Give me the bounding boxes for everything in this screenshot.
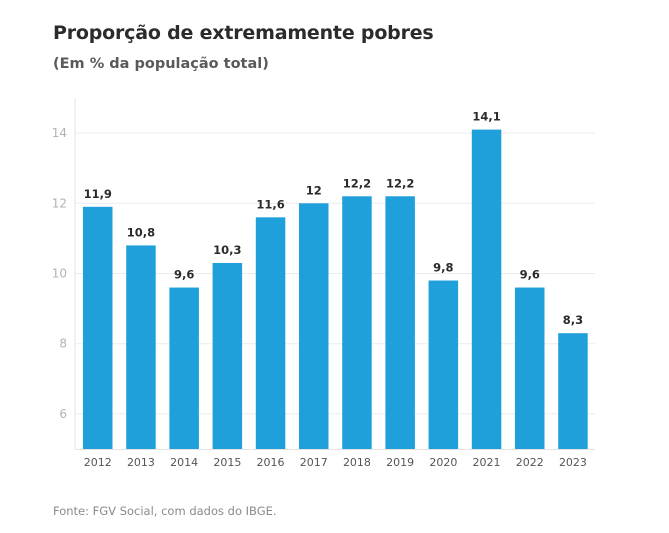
x-tick-label: 2016	[257, 456, 285, 469]
data-label-2018: 12,2	[343, 176, 371, 190]
bar-2022	[515, 287, 545, 449]
y-tick-label: 12	[52, 196, 67, 210]
bars	[83, 129, 588, 449]
data-label-2019: 12,2	[386, 176, 414, 190]
chart-title: Proporção de extremamente pobres	[53, 22, 434, 44]
x-tick-label: 2023	[559, 456, 587, 469]
data-label-2022: 9,6	[520, 268, 540, 282]
axes	[74, 98, 595, 450]
data-label-2021: 14,1	[472, 110, 500, 124]
bar-2018	[342, 196, 372, 449]
x-tick-label: 2017	[300, 456, 328, 469]
bar-2012	[83, 206, 113, 449]
source-note: Fonte: FGV Social, com dados do IBGE.	[53, 504, 277, 518]
chart-subtitle: (Em % da população total)	[53, 56, 269, 72]
bar-2016	[255, 217, 286, 449]
y-axis-ticks: 6 8 10 12 14	[52, 126, 67, 421]
bar-2019	[385, 196, 415, 449]
x-tick-label: 2015	[213, 456, 241, 469]
x-tick-label: 2022	[516, 456, 544, 469]
data-label-2016: 11,6	[256, 197, 284, 211]
x-axis-ticks: 2012 2013 2014 2015 2016 2017 2018 2019 2020 2021…	[84, 456, 587, 469]
x-tick-label: 2012	[84, 456, 112, 469]
bar-2021	[471, 129, 502, 449]
x-tick-label: 2019	[386, 456, 414, 469]
gridlines	[75, 132, 595, 415]
y-tick-label: 6	[59, 407, 67, 421]
data-label-2015: 10,3	[213, 243, 241, 257]
x-tick-label: 2018	[343, 456, 371, 469]
bar-2023	[558, 333, 588, 449]
x-tick-label: 2014	[170, 456, 198, 469]
y-tick-label: 10	[52, 267, 67, 281]
y-tick-label: 8	[59, 337, 67, 351]
data-label-2017: 12	[306, 183, 322, 197]
x-tick-label: 2020	[429, 456, 457, 469]
bar-2015	[212, 262, 243, 449]
data-label-2014: 9,6	[174, 268, 194, 282]
bar-2014	[169, 287, 199, 449]
data-labels: 11,9 10,8 9,6 10,3 11,6 12 12,2 12,2 9,8 14,1 9,6 8…	[84, 110, 584, 328]
x-tick-label: 2013	[127, 456, 155, 469]
bar-2020	[428, 280, 459, 449]
data-label-2013: 10,8	[127, 225, 155, 239]
data-label-2023: 8,3	[563, 313, 583, 327]
bar-2017	[299, 203, 329, 449]
data-label-2012: 11,9	[84, 187, 112, 201]
y-tick-label: 14	[52, 126, 67, 140]
bar-2013	[126, 245, 156, 449]
data-label-2020: 9,8	[433, 261, 453, 275]
x-tick-label: 2021	[473, 456, 501, 469]
